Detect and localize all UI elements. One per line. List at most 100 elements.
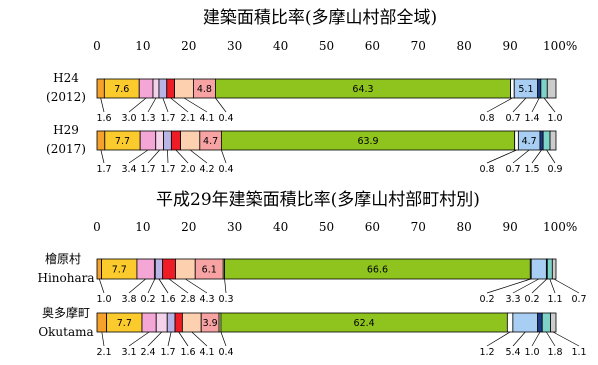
bar-segment-1-0-5 <box>162 258 176 280</box>
callout-leader-left-1-1-4 <box>178 331 189 347</box>
callout-label-left-1-1-2: 2.4 <box>140 347 155 358</box>
callout-label-left-1-0-6: 0.3 <box>218 294 233 305</box>
callout-leader-left-0-1-2 <box>147 149 160 164</box>
bar-segment-1-1-10 <box>506 312 514 333</box>
axis-tick-label-0-2: 20 <box>181 39 196 53</box>
axis-tick-label-1-0: 0 <box>93 220 101 234</box>
bar-segment-1-1-5 <box>174 312 183 333</box>
bar-value-label-0-0-7: 4.8 <box>197 84 212 95</box>
callout-label-left-0-1-2: 1.7 <box>140 164 155 175</box>
callout-leader-right-1-1-4 <box>552 331 580 347</box>
callout-leader-left-1-0-1 <box>128 278 146 294</box>
bar-segment-0-1-13 <box>549 130 557 151</box>
callout-leader-right-1-1-3 <box>546 331 556 347</box>
callout-label-left-1-1-0: 2.1 <box>96 347 111 358</box>
axis-tick-label-1-8: 80 <box>457 220 472 234</box>
bar-segment-0-1-3 <box>155 130 164 151</box>
bar-segment-1-1-11 <box>512 312 539 333</box>
bar-segment-0-1-12 <box>542 130 551 151</box>
bar-segment-1-0-11 <box>530 258 547 280</box>
axis-tick-label-0-6: 60 <box>365 39 380 53</box>
bar-segment-0-0-5 <box>166 78 175 99</box>
category-label-h24-western-year: (2012) <box>46 90 86 104</box>
callout-label-right-0-1-3: 0.9 <box>547 164 562 175</box>
callout-label-right-1-1-3: 1.8 <box>547 347 562 358</box>
callout-leader-left-0-0-4 <box>170 97 189 113</box>
callout-label-right-1-0-0: 0.2 <box>479 294 494 305</box>
callout-leader-left-1-1-1 <box>128 331 150 347</box>
bar-segment-1-1-12 <box>537 312 543 333</box>
callout-label-right-0-1-0: 0.8 <box>479 164 494 175</box>
bar-segment-1-1-4 <box>166 312 176 333</box>
callout-leader-right-1-1-2 <box>531 331 541 347</box>
bar-value-label-1-1-1: 7.7 <box>117 318 132 329</box>
bar-segment-0-0-9 <box>510 78 515 99</box>
callout-leader-left-1-1-5 <box>191 331 208 347</box>
callout-label-left-1-1-6: 0.4 <box>218 347 233 358</box>
callout-leader-right-0-1-2 <box>531 149 542 164</box>
bar-segment-1-0-2 <box>136 258 155 280</box>
axis-tick-label-0-0: 0 <box>93 39 101 53</box>
callout-label-left-1-1-5: 4.1 <box>199 347 214 358</box>
callout-leader-left-0-0-1 <box>128 97 147 113</box>
chart-title-by-municipality: 平成29年建築面積比率(多摩山村部町村別) <box>156 190 480 210</box>
category-label-hinohara-jp: 檜原村 <box>45 251 81 266</box>
callout-label-left-0-0-4: 2.1 <box>180 113 195 124</box>
bar-value-label-0-0-1: 7.6 <box>114 84 129 95</box>
callout-label-right-0-0-0: 0.8 <box>479 113 494 124</box>
category-label-h29-western-year: (2017) <box>46 142 86 156</box>
bar-segment-0-0-2 <box>138 78 154 99</box>
callout-label-left-0-1-3: 1.7 <box>160 164 175 175</box>
axis-tick-label-0-1: 10 <box>135 39 150 53</box>
callout-label-left-1-1-1: 3.1 <box>121 347 136 358</box>
callout-leader-left-1-1-2 <box>147 331 162 347</box>
bar-segment-0-1-4 <box>163 130 172 151</box>
callout-label-left-0-0-1: 3.0 <box>121 113 136 124</box>
bar-segment-0-1-5 <box>170 130 181 151</box>
bar-segment-0-0-12 <box>540 78 548 99</box>
axis-tick-label-1-1: 10 <box>135 220 150 234</box>
callout-leader-left-1-1-3 <box>167 331 172 347</box>
callout-label-left-1-1-3: 1.7 <box>160 347 175 358</box>
callout-label-left-0-1-0: 1.7 <box>96 164 111 175</box>
callout-leader-right-0-0-2 <box>531 97 540 113</box>
callout-label-left-1-0-0: 1.0 <box>96 294 111 305</box>
callout-label-right-1-1-2: 1.0 <box>524 347 539 358</box>
category-label-okutama-jp: 奥多摩町 <box>42 305 90 320</box>
axis-tick-label-1-4: 40 <box>273 220 288 234</box>
callout-leader-right-1-1-0 <box>486 331 511 347</box>
callout-label-left-0-1-6: 0.4 <box>218 164 233 175</box>
callout-label-left-1-0-4: 2.8 <box>180 294 195 305</box>
callout-leader-left-0-1-0 <box>100 149 105 164</box>
category-label-hinohara-en: Hinohara <box>37 271 94 285</box>
bar-segment-1-0-14 <box>551 258 557 280</box>
bar-segment-1-1-14 <box>550 312 557 333</box>
callout-label-left-1-0-2: 0.2 <box>140 294 155 305</box>
axis-tick-label-0-3: 30 <box>227 39 242 53</box>
callout-leader-right-1-0-1 <box>512 278 539 294</box>
axis-tick-label-1-7: 70 <box>411 220 426 234</box>
bar-segment-1-0-4 <box>154 258 164 280</box>
callout-leader-left-0-0-3 <box>162 97 169 113</box>
callout-leader-left-1-1-6 <box>220 331 227 347</box>
bar-segment-1-1-3 <box>155 312 168 333</box>
callout-label-left-0-0-3: 1.7 <box>160 113 175 124</box>
axis-tick-label-0-9: 90 <box>502 39 517 53</box>
callout-label-right-0-0-2: 1.4 <box>524 113 539 124</box>
callout-label-right-1-1-4: 1.1 <box>571 347 586 358</box>
bar-value-label-1-1-9: 62.4 <box>354 318 375 329</box>
callout-label-left-0-0-6: 0.4 <box>218 113 233 124</box>
callout-label-right-1-0-4: 0.7 <box>571 294 586 305</box>
axis-tick-label-1-5: 50 <box>319 220 334 234</box>
axis-tick-label-1-2: 20 <box>181 220 196 234</box>
callout-leader-right-0-1-0 <box>486 149 517 164</box>
bar-value-label-0-0-8: 64.3 <box>352 84 373 95</box>
callout-leader-right-1-0-0 <box>486 278 531 294</box>
axis-tick-label-1-9: 90 <box>502 220 517 234</box>
callout-label-left-0-1-4: 2.0 <box>180 164 195 175</box>
bar-value-label-0-0-10: 5.1 <box>518 84 533 95</box>
callout-leader-right-1-0-3 <box>549 278 556 294</box>
callout-label-right-0-0-1: 0.7 <box>505 113 520 124</box>
bar-segment-1-0-0 <box>96 258 102 280</box>
bar-segment-0-0-4 <box>158 78 168 99</box>
